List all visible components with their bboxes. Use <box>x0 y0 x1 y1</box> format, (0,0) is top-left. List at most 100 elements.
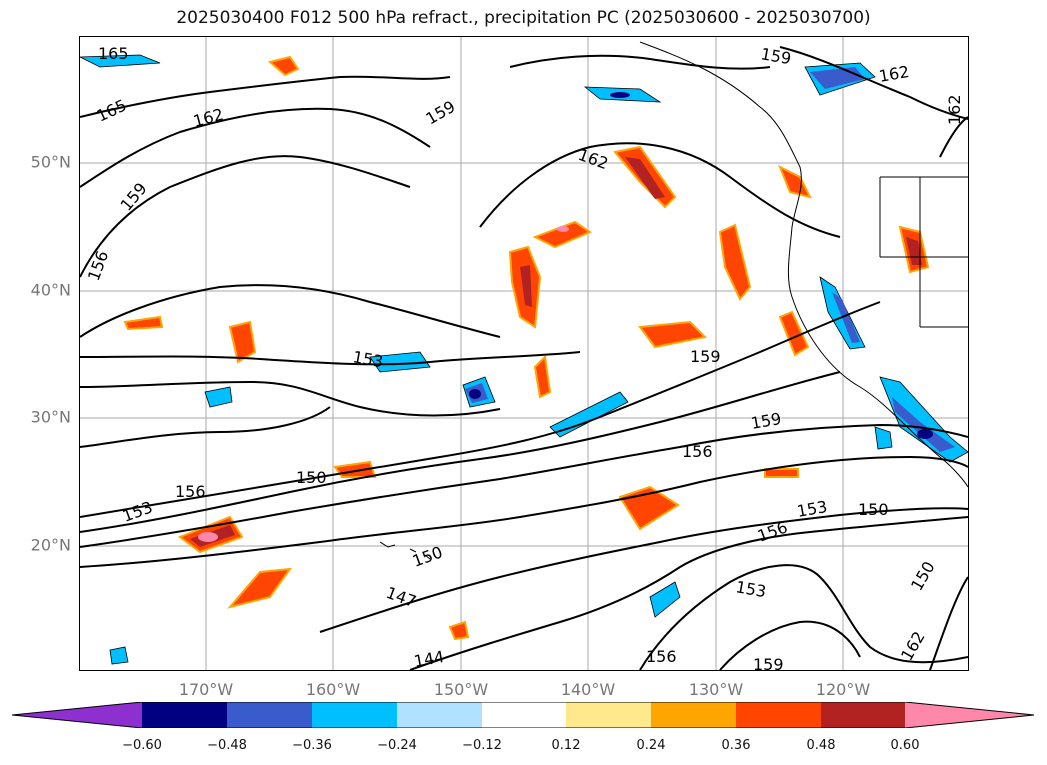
lon-label-160w: 160°W <box>305 680 361 699</box>
contour-label: 159 <box>749 409 782 433</box>
lat-label-50n: 50°N <box>30 152 71 172</box>
anomaly-blob <box>549 391 629 438</box>
lon-label-170w: 170°W <box>178 680 234 699</box>
anomaly-peak <box>610 92 630 98</box>
contour-label: 156 <box>755 517 790 545</box>
colorbar-outline <box>12 702 1035 728</box>
anomaly-blob <box>533 354 552 399</box>
contour-label: 162 <box>945 94 964 125</box>
anomaly-blob <box>638 320 708 349</box>
coastline <box>639 41 968 488</box>
colorbar-tick-label: −0.36 <box>292 738 332 753</box>
anomaly-core <box>625 157 665 199</box>
colorbar-segment <box>651 702 736 728</box>
contour-label: 162 <box>877 62 910 86</box>
colorbar-segment <box>227 702 312 728</box>
lon-label-140w: 140°W <box>560 680 616 699</box>
anomaly-core <box>892 397 955 452</box>
colorbar-segment <box>821 702 905 728</box>
contour-label: 162 <box>897 628 929 664</box>
colorbar-tick-label: 0.48 <box>806 738 836 753</box>
colorbar-tick-label: 0.12 <box>551 738 581 753</box>
negative-anomaly-areas <box>80 54 968 665</box>
colorbar-tick-label: −0.60 <box>122 738 162 753</box>
refractivity-contours <box>80 46 968 670</box>
contour-label: 156 <box>175 482 206 501</box>
contour-label: 165 <box>94 95 130 125</box>
lon-label-150w: 150°W <box>433 680 489 699</box>
colorbar-tick-label: −0.24 <box>377 738 417 753</box>
contour-line <box>80 406 331 448</box>
colorbar-segment <box>566 702 651 728</box>
colorbar-segment <box>12 702 142 728</box>
gridlines <box>80 37 968 670</box>
colorbar-segment <box>736 702 821 728</box>
contour-label: 159 <box>753 655 784 670</box>
contour-label: 153 <box>351 347 384 371</box>
hawaii-islands <box>379 541 431 560</box>
lat-label-40n: 40°N <box>30 280 71 300</box>
anomaly-blob <box>874 426 893 450</box>
anomaly-blob <box>204 386 233 408</box>
anomaly-blob <box>267 55 300 77</box>
anomaly-blob <box>227 567 293 609</box>
contour-line <box>80 380 501 417</box>
map-title: 2025030400 F012 500 hPa refract., precip… <box>176 8 871 28</box>
anomaly-blob <box>80 54 161 68</box>
contour-line <box>80 107 431 188</box>
contour-line <box>80 284 501 338</box>
lon-label-120w: 120°W <box>815 680 871 699</box>
extreme-negative-anomaly-areas <box>469 92 933 439</box>
contour-line <box>80 455 968 568</box>
contour-line <box>80 423 968 548</box>
contour-label: 159 <box>117 179 151 215</box>
anomaly-blob <box>228 320 257 364</box>
contour-line <box>639 564 968 670</box>
contour-line <box>80 75 451 118</box>
contour-line <box>80 371 841 533</box>
map-panel: 165 165 162 159 156 159 162 159 162 162 … <box>79 36 969 671</box>
contour-line <box>509 54 771 70</box>
coastlines <box>379 41 968 560</box>
anomaly-core <box>520 265 532 307</box>
contour-label: 159 <box>423 97 459 129</box>
anomaly-peak <box>198 532 218 542</box>
contour-line <box>479 142 841 238</box>
colorbar-tick-label: 0.24 <box>636 738 666 753</box>
contour-label: 156 <box>682 442 713 461</box>
colorbar-tick-label: 0.60 <box>890 738 920 753</box>
contour-label: 153 <box>734 577 767 601</box>
anomaly-blob <box>448 620 470 641</box>
anomaly-blob <box>879 376 968 463</box>
contour-label: 162 <box>576 145 611 173</box>
contour-label: 150 <box>858 500 889 519</box>
contour-line <box>80 301 881 518</box>
lat-label-20n: 20°N <box>30 535 71 555</box>
anomaly-blob <box>649 581 681 618</box>
contour-line <box>80 155 411 278</box>
anomaly-peak <box>557 226 569 232</box>
contour-line <box>80 351 581 366</box>
colorbar-segment <box>142 702 227 728</box>
anomaly-blob <box>123 315 164 331</box>
contour-label: 156 <box>84 248 112 283</box>
contour-line <box>319 507 968 633</box>
colorbar-segment <box>482 702 566 728</box>
contour-label: 159 <box>759 44 792 68</box>
anomaly-core <box>906 237 922 265</box>
anomaly-blob <box>109 646 129 665</box>
colorbar-segment <box>905 702 1034 728</box>
anomaly-blob <box>532 220 593 249</box>
contour-line <box>719 620 861 670</box>
contour-label: 159 <box>690 347 721 366</box>
colorbar-tick-label: 0.36 <box>721 738 751 753</box>
map-canvas: 165 165 162 159 156 159 162 159 162 162 … <box>80 37 968 670</box>
anomaly-blob <box>369 351 431 373</box>
anomaly-blob <box>764 468 799 478</box>
contour-line <box>939 116 968 158</box>
lon-label-130w: 130°W <box>688 680 744 699</box>
contour-label: 150 <box>410 542 445 570</box>
colorbar-tick-label: −0.48 <box>207 738 247 753</box>
anomaly-blob <box>718 223 752 301</box>
anomaly-blob <box>778 310 810 357</box>
